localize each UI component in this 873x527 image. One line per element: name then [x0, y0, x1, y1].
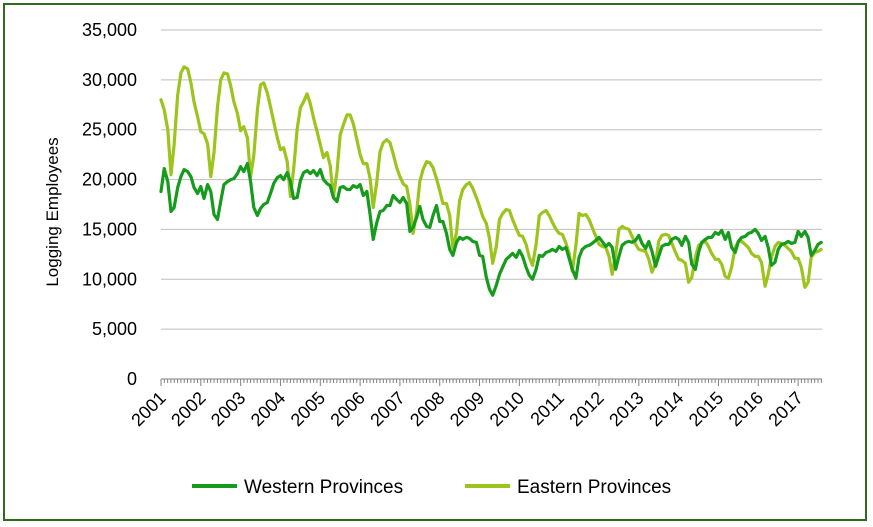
x-tick-label: 2009 [446, 388, 488, 430]
x-tick-label: 2017 [764, 388, 806, 430]
y-axis-title: Logging Employees [43, 137, 62, 286]
y-tick-label: 10,000 [82, 269, 137, 289]
x-tick-label: 2006 [326, 388, 368, 430]
y-tick-label: 5,000 [92, 319, 137, 339]
y-axis-ticks: 0 5,000 10,000 15,000 20,000 25,000 30,000 35,0… [82, 20, 137, 389]
x-tick-label: 2004 [247, 388, 289, 430]
y-tick-label: 35,000 [82, 20, 137, 40]
legend: Western Provinces Eastern Provinces [192, 477, 671, 498]
legend-label-eastern-provinces: Eastern Provinces [517, 477, 671, 498]
x-tick-label: 2003 [207, 388, 249, 430]
gridlines [161, 29, 822, 330]
y-tick-label: 20,000 [82, 170, 137, 190]
x-tick-label: 2007 [366, 388, 408, 430]
y-tick-label: 0 [127, 369, 137, 389]
x-tick-label: 2002 [167, 388, 209, 430]
y-tick-label: 30,000 [82, 70, 137, 90]
series-lines [159, 65, 823, 297]
x-tick-label: 2011 [527, 388, 569, 430]
series-line-western-provinces [159, 162, 823, 297]
x-tick-label: 2010 [486, 388, 528, 430]
x-tick-label: 2008 [406, 388, 448, 430]
x-tick-label: 2015 [685, 388, 727, 430]
y-tick-label: 15,000 [82, 219, 137, 239]
x-tick-label: 2005 [287, 388, 329, 430]
chart-frame [3, 3, 867, 521]
x-axis: 2001200220032004200520062007200820092010… [127, 378, 822, 430]
x-tick-label: 2012 [565, 388, 607, 430]
x-tick-label: 2014 [645, 388, 687, 430]
x-tick-label: 2013 [605, 388, 647, 430]
x-tick-label: 2016 [725, 388, 767, 430]
legend-label-western-provinces: Western Provinces [244, 477, 403, 498]
series-line-eastern-provinces [159, 65, 823, 289]
y-tick-label: 25,000 [82, 120, 137, 140]
x-tick-label: 2001 [127, 388, 169, 430]
